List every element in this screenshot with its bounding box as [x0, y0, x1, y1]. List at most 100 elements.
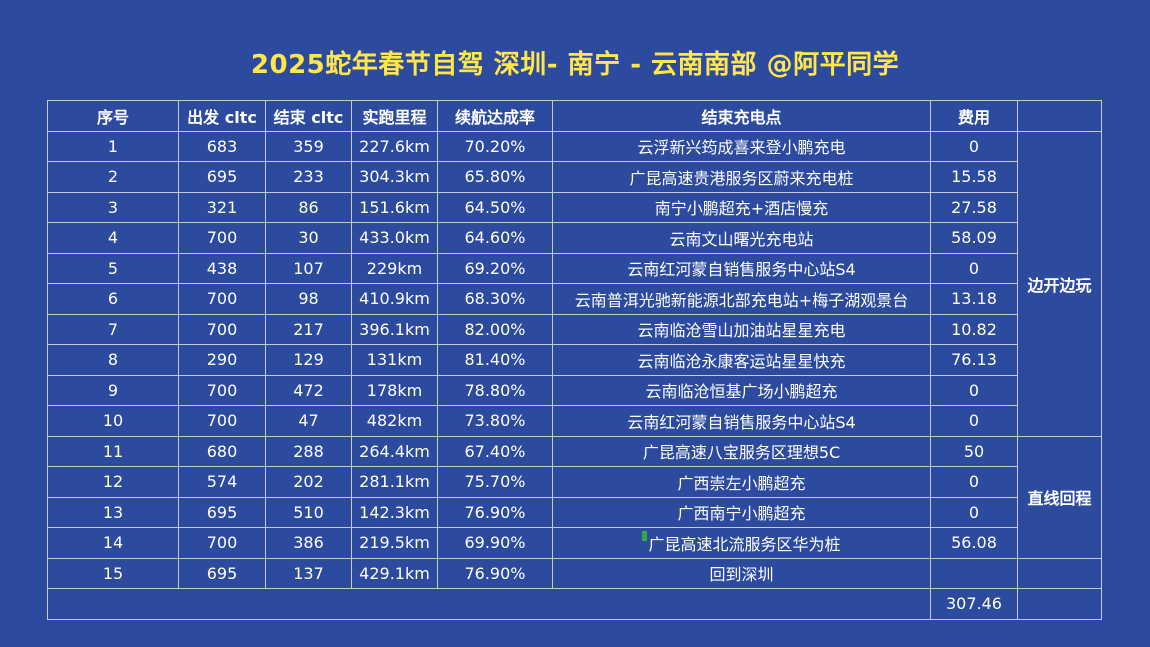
fee-cell: 58.09 — [930, 222, 1018, 254]
end-cell: 233 — [265, 161, 352, 193]
station-cell: 云浮新兴筠成喜来登小鹏充电 — [552, 130, 931, 162]
fee-cell: 13.18 — [930, 283, 1018, 315]
no-cell: 13 — [47, 496, 179, 528]
distance-cell: 429.1km — [351, 557, 438, 589]
distance-cell: 178km — [351, 374, 438, 406]
rate-cell: 69.90% — [437, 527, 553, 559]
column-header: 费用 — [930, 100, 1018, 132]
station-text: 回到深圳 — [709, 565, 774, 585]
column-header: 序号 — [47, 100, 179, 132]
fee-cell: 0 — [930, 466, 1018, 498]
rate-cell: 76.90% — [437, 496, 553, 528]
group-label: 直线回程 — [1017, 435, 1102, 559]
end-cell: 217 — [265, 313, 352, 345]
rate-cell: 69.20% — [437, 252, 553, 284]
table-row: 3 321 86 151.6km 64.50% 南宁小鹏超充+酒店慢充 27.58 — [47, 191, 1102, 223]
column-header: 实跑里程 — [351, 100, 438, 132]
no-cell: 1 — [47, 130, 179, 162]
table-row: 1 683 359 227.6km 70.20% 云浮新兴筠成喜来登小鹏充电 0 边开边玩 — [47, 130, 1102, 437]
end-cell: 98 — [265, 283, 352, 315]
no-cell: 5 — [47, 252, 179, 284]
station-text: 云南临沧恒基广场小鹏超充 — [645, 382, 838, 402]
rate-cell: 73.80% — [437, 405, 553, 437]
table-row: 14 700 386 219.5km 69.90% 广昆高速北流服务区华为桩 56.08 — [47, 527, 1102, 559]
start-cell: 321 — [178, 191, 266, 223]
end-cell: 129 — [265, 344, 352, 376]
start-cell: 700 — [178, 405, 266, 437]
station-text: 云南文山曙光充电站 — [669, 229, 814, 249]
fee-cell: 0 — [930, 496, 1018, 528]
start-cell: 574 — [178, 466, 266, 498]
group-empty-cell — [1017, 557, 1102, 589]
end-cell: 288 — [265, 435, 352, 467]
station-text: 云南临沧雪山加油站星星充电 — [637, 321, 846, 341]
no-cell: 9 — [47, 374, 179, 406]
column-header: 结束 cltc — [265, 100, 352, 132]
total-fee: 307.46 — [930, 588, 1018, 620]
end-cell: 47 — [265, 405, 352, 437]
table-row: 10 700 47 482km 73.80% 云南红河蒙自销售服务中心站S4 0 — [47, 405, 1102, 437]
rate-cell: 65.80% — [437, 161, 553, 193]
station-text: 云南临沧永康客运站星星快充 — [637, 351, 846, 371]
fee-cell: 10.82 — [930, 313, 1018, 345]
station-text: 广西崇左小鹏超充 — [677, 473, 806, 493]
start-cell: 695 — [178, 496, 266, 528]
station-text: 南宁小鹏超充+酒店慢充 — [654, 199, 829, 219]
rate-cell: 81.40% — [437, 344, 553, 376]
trip-table: 序号 出发 cltc 结束 cltc 实跑里程 续航达成率 结束充电点 费用 1 683 359 2… — [47, 100, 1102, 620]
total-blank-cell — [47, 588, 931, 620]
no-cell: 10 — [47, 405, 179, 437]
fee-cell — [930, 557, 1018, 589]
distance-cell: 227.6km — [351, 130, 438, 162]
rate-cell: 75.70% — [437, 466, 553, 498]
station-text: 广西南宁小鹏超充 — [677, 504, 806, 524]
no-cell: 14 — [47, 527, 179, 559]
distance-cell: 264.4km — [351, 435, 438, 467]
no-cell: 8 — [47, 344, 179, 376]
start-cell: 290 — [178, 344, 266, 376]
table-row: 6 700 98 410.9km 68.30% 云南普洱光驰新能源北部充电站+梅子湖观景台… — [47, 283, 1102, 315]
rate-cell: 70.20% — [437, 130, 553, 162]
station-text: 云南红河蒙自销售服务中心站S4 — [627, 412, 856, 432]
station-cell: 南宁小鹏超充+酒店慢充 — [552, 191, 931, 223]
end-cell: 202 — [265, 466, 352, 498]
fee-cell: 27.58 — [930, 191, 1018, 223]
station-cell: 云南临沧恒基广场小鹏超充 — [552, 374, 931, 406]
fee-cell: 56.08 — [930, 527, 1018, 559]
station-cell: 云南红河蒙自销售服务中心站S4 — [552, 405, 931, 437]
no-cell: 3 — [47, 191, 179, 223]
table-row: 12 574 202 281.1km 75.70% 广西崇左小鹏超充 0 — [47, 466, 1102, 498]
page-title: 2025蛇年春节自驾 深圳- 南宁 - 云南南部 @阿平同学 — [250, 50, 900, 80]
station-text: 广昆高速贵港服务区蔚来充电桩 — [629, 168, 854, 188]
distance-cell: 396.1km — [351, 313, 438, 345]
start-cell: 700 — [178, 313, 266, 345]
distance-cell: 433.0km — [351, 222, 438, 254]
start-cell: 695 — [178, 161, 266, 193]
no-cell: 7 — [47, 313, 179, 345]
no-cell: 11 — [47, 435, 179, 467]
start-cell: 680 — [178, 435, 266, 467]
station-cell: 云南文山曙光充电站 — [552, 222, 931, 254]
distance-cell: 304.3km — [351, 161, 438, 193]
end-cell: 510 — [265, 496, 352, 528]
end-cell: 386 — [265, 527, 352, 559]
end-cell: 30 — [265, 222, 352, 254]
table-row: 7 700 217 396.1km 82.00% 云南临沧雪山加油站星星充电 10.82 — [47, 313, 1102, 345]
table-row: 13 695 510 142.3km 76.90% 广西南宁小鹏超充 0 — [47, 496, 1102, 528]
fee-cell: 15.58 — [930, 161, 1018, 193]
no-cell: 4 — [47, 222, 179, 254]
table-row: 2 695 233 304.3km 65.80% 广昆高速贵港服务区蔚来充电桩 15.58 — [47, 161, 1102, 193]
rate-cell: 76.90% — [437, 557, 553, 589]
distance-cell: 131km — [351, 344, 438, 376]
start-cell: 700 — [178, 374, 266, 406]
no-cell: 12 — [47, 466, 179, 498]
table-row: 11 680 288 264.4km 67.40% 广昆高速八宝服务区理想5C 50 直线回程 — [47, 435, 1102, 559]
station-cell: 广西南宁小鹏超充 — [552, 496, 931, 528]
station-text: 广昆高速北流服务区华为桩 — [648, 534, 841, 554]
cell-marker-icon — [642, 530, 648, 541]
distance-cell: 410.9km — [351, 283, 438, 315]
start-cell: 700 — [178, 283, 266, 315]
start-cell: 438 — [178, 252, 266, 284]
station-text: 云浮新兴筠成喜来登小鹏充电 — [637, 138, 846, 158]
rate-cell: 67.40% — [437, 435, 553, 467]
